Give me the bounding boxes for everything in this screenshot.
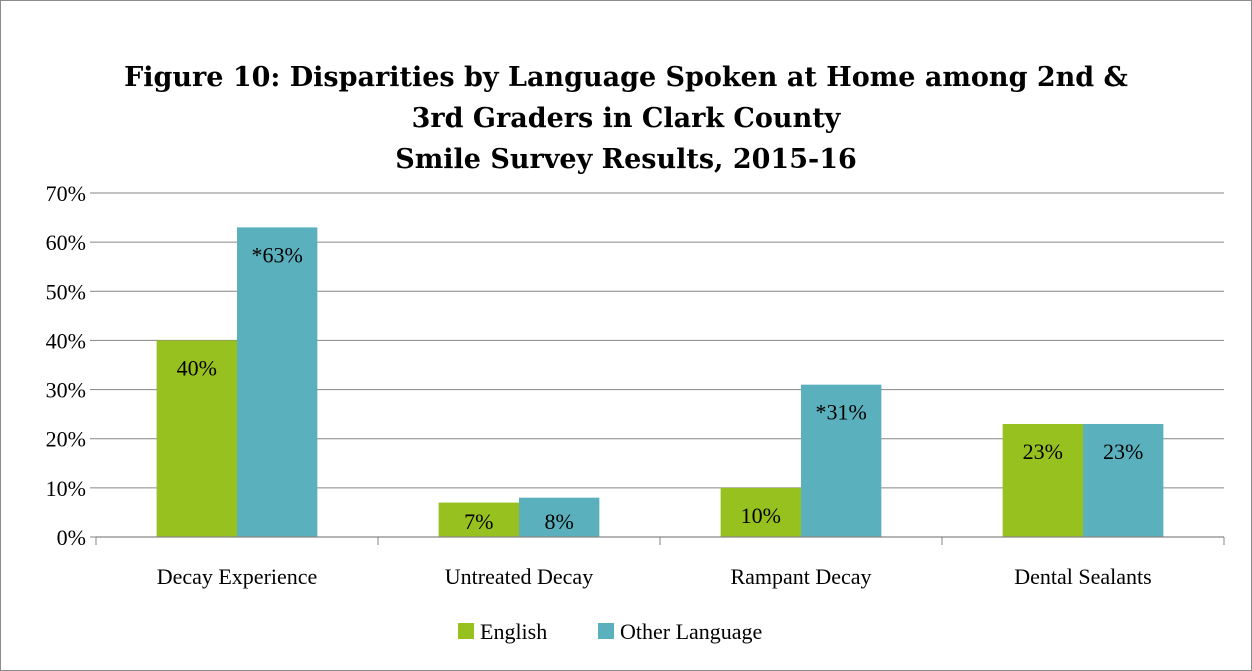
data-label: 8% <box>545 509 574 534</box>
x-axis: Decay Experience Untreated Decay Rampant D… <box>95 536 1225 589</box>
bar <box>1083 423 1164 537</box>
bar <box>237 227 318 537</box>
bar <box>1002 423 1083 537</box>
data-label: 40% <box>177 355 217 380</box>
y-tick-label: 40% <box>46 328 86 353</box>
y-tick-label: 70% <box>46 181 86 206</box>
data-label: 23% <box>1023 439 1063 464</box>
y-tick-label: 0% <box>57 525 86 550</box>
x-category-label: Decay Experience <box>157 564 318 589</box>
y-tick-label: 50% <box>46 279 86 304</box>
y-tick-label: 30% <box>46 378 86 403</box>
chart-title-line-1: Figure 10: Disparities by Language Spoke… <box>124 62 1128 93</box>
data-label: *63% <box>252 242 303 267</box>
data-label: 7% <box>464 509 493 534</box>
x-category-label: Dental Sealants <box>1014 564 1151 589</box>
bar <box>801 384 882 537</box>
legend-swatch <box>458 623 474 639</box>
data-labels: 40% *63% 7% 8% 10% *31% 23% 23% <box>177 242 1144 534</box>
chart-title-line-3: Smile Survey Results, 2015-16 <box>395 144 857 175</box>
data-label: *31% <box>816 400 867 425</box>
bar <box>156 340 237 537</box>
y-axis-ticks: 0% 10% 20% 30% 40% 50% 60% 70% <box>46 181 86 550</box>
chart-title-line-2: 3rd Graders in Clark County <box>412 103 842 134</box>
legend-label: Other Language <box>620 619 762 644</box>
y-tick-label: 10% <box>46 476 86 501</box>
x-category-label: Rampant Decay <box>730 564 871 589</box>
y-tick-label: 20% <box>46 427 86 452</box>
bars <box>156 227 1164 537</box>
bar <box>720 487 801 537</box>
data-label: 23% <box>1103 439 1143 464</box>
x-category-label: Untreated Decay <box>445 564 593 589</box>
y-tick-label: 60% <box>46 230 86 255</box>
bar <box>438 502 519 537</box>
chart-title: Figure 10: Disparities by Language Spoke… <box>124 62 1128 175</box>
legend-swatch <box>598 623 614 639</box>
legend: English Other Language <box>458 619 762 644</box>
data-label: 10% <box>741 503 781 528</box>
legend-label: English <box>480 619 547 644</box>
bar <box>519 497 600 537</box>
